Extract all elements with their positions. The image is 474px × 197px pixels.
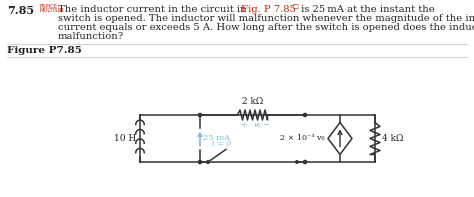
Text: −: − xyxy=(263,121,269,129)
Text: The inductor current in the circuit in: The inductor current in the circuit in xyxy=(58,5,250,14)
Text: 7.85: 7.85 xyxy=(7,5,34,16)
Polygon shape xyxy=(328,123,352,154)
Text: □: □ xyxy=(292,4,298,9)
Text: 2 kΩ: 2 kΩ xyxy=(242,97,263,106)
Circle shape xyxy=(199,160,201,164)
Text: 4 kΩ: 4 kΩ xyxy=(382,134,403,143)
Text: 2 × 10⁻³ v₆: 2 × 10⁻³ v₆ xyxy=(281,135,325,142)
Circle shape xyxy=(303,113,307,117)
Circle shape xyxy=(207,161,210,163)
Circle shape xyxy=(303,160,307,164)
Text: 10 H: 10 H xyxy=(114,134,136,143)
Text: Fig. P 7.85: Fig. P 7.85 xyxy=(241,5,296,14)
Text: t = 0: t = 0 xyxy=(212,140,231,148)
Text: current equals or exceeds 5 A. How long after the switch is opened does the indu: current equals or exceeds 5 A. How long … xyxy=(58,23,474,32)
Text: switch is opened. The inductor will malfunction whenever the magnitude of the in: switch is opened. The inductor will malf… xyxy=(58,14,474,23)
Circle shape xyxy=(199,113,201,117)
Text: is 25 mA at the instant the: is 25 mA at the instant the xyxy=(298,5,435,14)
Text: 25 mA: 25 mA xyxy=(203,135,230,142)
Text: +: + xyxy=(240,121,247,129)
Text: MULTISIM: MULTISIM xyxy=(40,7,64,12)
Text: malfunction?: malfunction? xyxy=(58,32,124,41)
Circle shape xyxy=(296,161,298,163)
Text: PSPICE: PSPICE xyxy=(40,4,58,9)
Text: v₆: v₆ xyxy=(254,121,261,129)
Text: Figure P7.85: Figure P7.85 xyxy=(7,46,82,55)
